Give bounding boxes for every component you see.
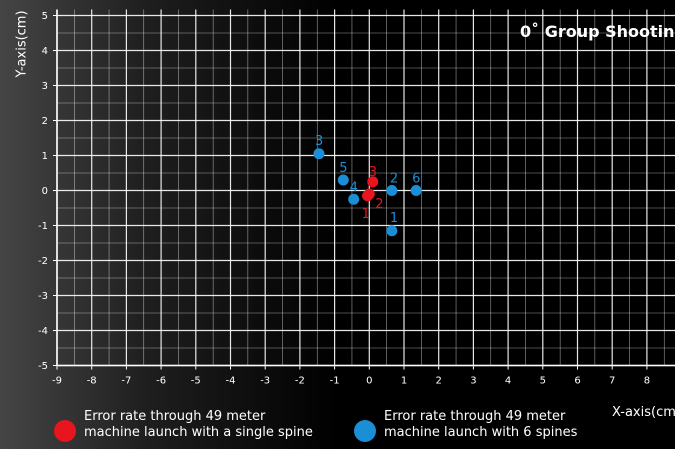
data-label-six-spines-3: 3 (315, 134, 323, 149)
y-tick-label: -3 (38, 291, 48, 302)
data-label-six-spines-4: 4 (350, 180, 358, 195)
x-tick-label: 3 (470, 376, 476, 387)
x-axis-label: X-axis(cm (612, 405, 675, 420)
point-six-spines-1 (386, 225, 398, 237)
x-tick-label: 1 (401, 376, 407, 387)
x-tick-label: -9 (52, 376, 62, 387)
x-tick-label: 5 (540, 376, 546, 387)
x-tick-label: 4 (505, 376, 511, 387)
point-six-spines-5 (337, 174, 349, 186)
legend-item-six-spines: Error rate through 49 meter machine laun… (354, 409, 634, 442)
point-single-spine-2 (363, 188, 375, 200)
y-tick-label: -5 (38, 361, 48, 372)
x-tick-label: 2 (436, 376, 442, 387)
y-tick-label: 5 (42, 11, 48, 22)
x-tick-label: -6 (156, 376, 166, 387)
data-label-six-spines-1: 1 (390, 211, 398, 226)
y-tick-label: 2 (42, 116, 48, 127)
y-tick-label: -4 (38, 326, 48, 337)
point-six-spines-4 (348, 193, 360, 205)
x-tick-label: 6 (574, 376, 580, 387)
x-tick-label: 0 (366, 376, 372, 387)
x-tick-label: -8 (87, 376, 97, 387)
y-tick-label: 3 (42, 81, 48, 92)
x-tick-label: -5 (191, 376, 201, 387)
point-single-spine-3 (367, 176, 379, 188)
y-axis-label: Y-axis(cm) (14, 10, 30, 78)
data-label-single-spine-1: 1 (362, 207, 370, 222)
legend-label-single-spine: Error rate through 49 meter machine laun… (84, 409, 313, 440)
y-tick-label: 4 (42, 46, 48, 57)
point-six-spines-6 (410, 185, 422, 196)
data-label-six-spines-5: 5 (339, 161, 347, 176)
x-tick-label: -7 (121, 376, 131, 387)
y-tick-label: -1 (38, 221, 48, 232)
legend-swatch-six-spines (354, 420, 376, 442)
x-tick-label: 8 (644, 376, 650, 387)
y-tick-label: 1 (42, 151, 48, 162)
x-tick-label: -1 (330, 376, 340, 387)
x-tick-label: 7 (609, 376, 615, 387)
x-tick-label: -4 (226, 376, 236, 387)
x-tick-label: -3 (260, 376, 270, 387)
x-tick-label: -2 (295, 376, 305, 387)
point-six-spines-2 (386, 185, 398, 196)
legend-item-single-spine: Error rate through 49 meter machine laun… (54, 409, 334, 442)
chart-title: 0˚ Group Shooting (520, 22, 675, 41)
data-label-single-spine-3: 3 (369, 165, 377, 180)
data-label-six-spines-6: 6 (412, 172, 420, 187)
legend-label-six-spines: Error rate through 49 meter machine laun… (384, 409, 578, 440)
legend-swatch-single-spine (54, 420, 76, 442)
y-tick-label: -2 (38, 256, 48, 267)
data-label-six-spines-2: 2 (390, 172, 398, 187)
y-tick-label: 0 (42, 186, 48, 197)
point-six-spines-3 (313, 148, 325, 160)
data-label-single-spine-2: 2 (375, 197, 383, 212)
